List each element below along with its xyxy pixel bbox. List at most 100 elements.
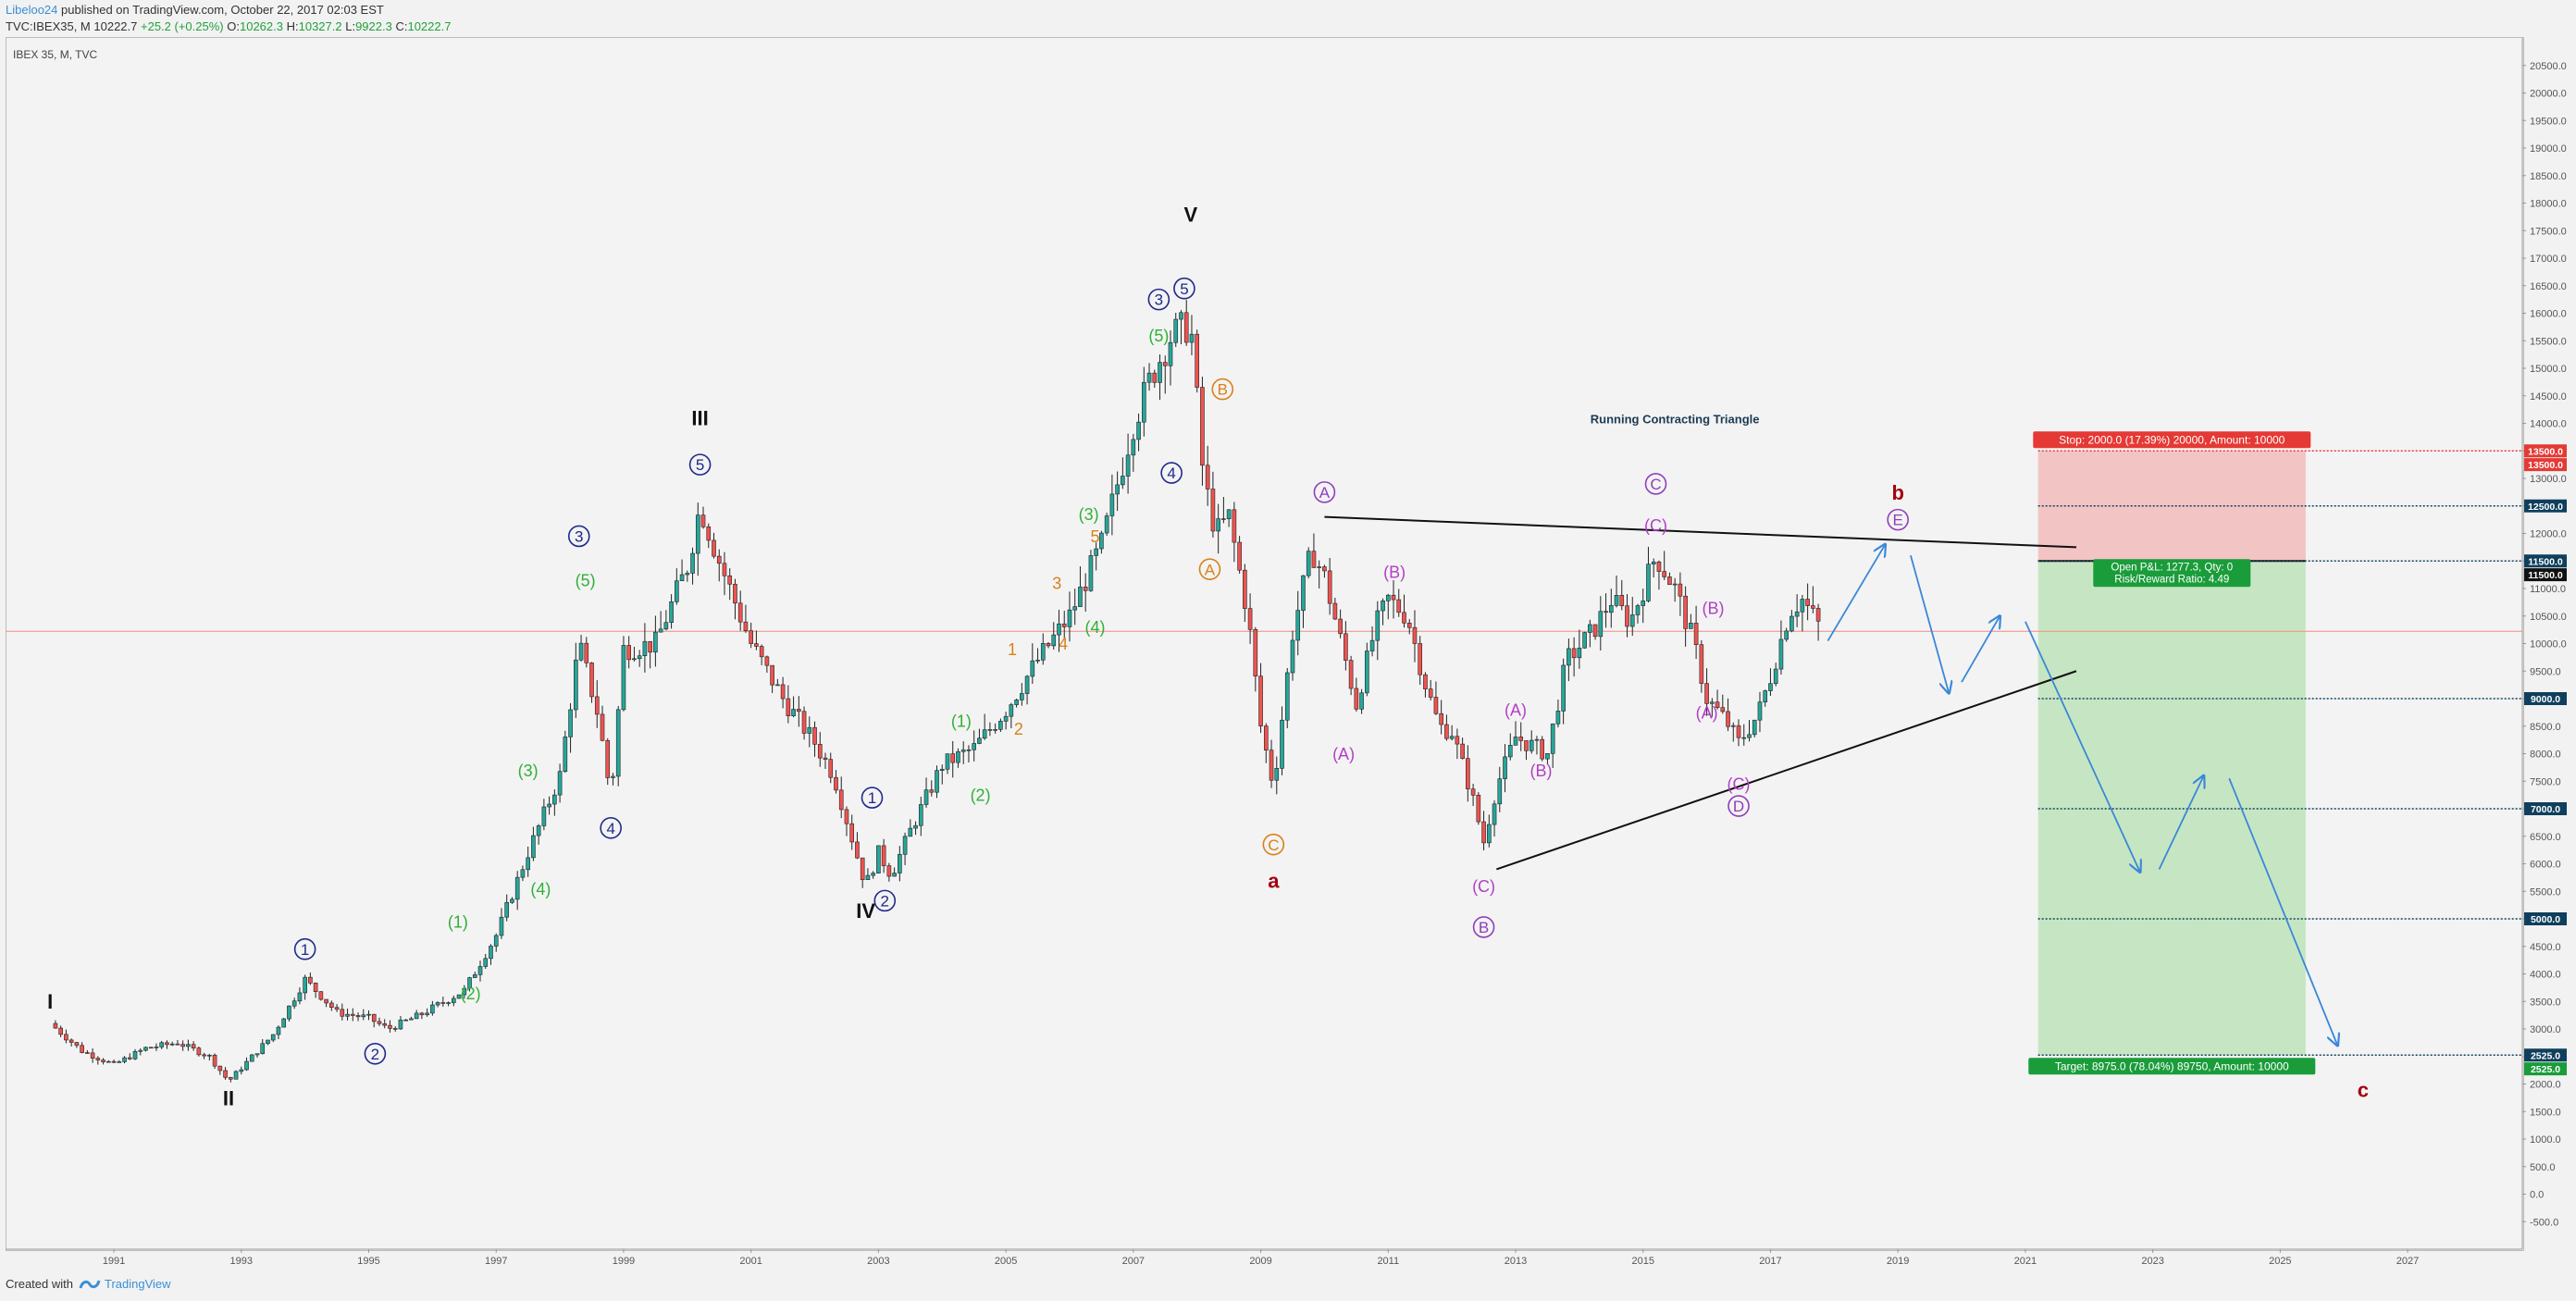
wave-label[interactable]: (1) (951, 712, 972, 730)
wave-label[interactable]: 5 (1091, 527, 1100, 546)
wave-label[interactable]: (5) (576, 572, 596, 590)
candle (855, 832, 860, 860)
candle (1635, 603, 1641, 624)
wave-label[interactable]: (A) (1332, 745, 1355, 763)
wave-label[interactable]: I (47, 990, 53, 1013)
candle (388, 1020, 392, 1033)
svg-text:B: B (1479, 919, 1489, 936)
wave-label[interactable]: E (1887, 508, 1909, 531)
wave-label[interactable]: 3 (1147, 288, 1170, 311)
wave-label[interactable]: C (1644, 473, 1667, 495)
wave-labels[interactable]: IIIIIIIVV1234512345(1)(2)(3)(4)(5)(1)(2)… (47, 203, 2369, 1109)
forecast-arrow[interactable] (1827, 544, 1885, 641)
tradingview-brand: TradingView (104, 1277, 171, 1291)
wave-label[interactable]: 1 (861, 787, 884, 809)
wave-label[interactable]: (3) (518, 762, 539, 780)
candle (122, 1056, 127, 1064)
author-link[interactable]: Libeloo24 (6, 3, 58, 17)
wave-label[interactable]: (C) (1472, 877, 1495, 896)
candle (935, 765, 939, 799)
candle (1545, 753, 1550, 764)
wave-label[interactable]: 4 (1059, 635, 1068, 653)
forecast-arrow[interactable] (1961, 616, 2000, 683)
wave-label[interactable]: 2 (364, 1042, 387, 1065)
time-axis[interactable]: 1991 1993 1995 1997 1999 2001 2003 2005 2007 2009… (6, 1248, 2522, 1267)
wave-label[interactable]: (4) (1085, 618, 1106, 637)
wave-label[interactable]: 2 (1014, 720, 1023, 738)
wave-label[interactable]: II (223, 1086, 234, 1109)
wave-label[interactable]: 1 (293, 937, 316, 960)
candles[interactable] (53, 300, 1821, 1083)
forecast-arrow[interactable] (2228, 777, 2337, 1046)
forecast-arrow[interactable] (1910, 555, 1949, 693)
candle (169, 1041, 175, 1047)
wave-label[interactable]: (1) (448, 912, 468, 931)
wave-label[interactable]: (5) (1148, 327, 1169, 345)
triangle-trendline[interactable] (1324, 515, 2077, 549)
wave-label[interactable]: b (1891, 481, 1903, 504)
wave-label[interactable]: A (1198, 558, 1221, 580)
candle (881, 838, 886, 874)
wave-label[interactable]: D (1728, 795, 1750, 817)
y-tick-label: 19000.0 (2530, 143, 2567, 155)
wave-label[interactable]: V (1183, 203, 1197, 226)
wave-label[interactable]: (2) (971, 787, 991, 805)
wave-label[interactable]: 1 (1008, 640, 1017, 659)
wave-label[interactable]: (B) (1530, 762, 1553, 780)
candle (148, 1047, 154, 1049)
wave-label[interactable]: (A) (1696, 703, 1718, 722)
candle (191, 1041, 196, 1051)
wave-label[interactable]: III (691, 406, 708, 429)
candle (1020, 683, 1024, 706)
candle (1529, 730, 1534, 754)
candle (1592, 624, 1598, 640)
wave-label[interactable]: IV (856, 899, 875, 923)
candle (514, 871, 520, 911)
candle (1492, 799, 1497, 837)
candle (1555, 699, 1561, 728)
x-tick-label: 2025 (2269, 1256, 2291, 1267)
wave-label[interactable]: 4 (1160, 462, 1183, 484)
wave-label[interactable]: (3) (1079, 505, 1099, 524)
wave-label[interactable]: A (1313, 481, 1336, 503)
wave-label[interactable]: B (1211, 378, 1234, 401)
candle (791, 696, 796, 718)
wave-label[interactable]: 5 (1173, 277, 1195, 300)
candle (1237, 536, 1242, 574)
candle (1003, 712, 1009, 730)
x-tick-label: 2007 (1122, 1256, 1145, 1267)
candle (233, 1070, 239, 1080)
candle (531, 826, 536, 861)
triangle-trendline[interactable] (1496, 670, 2077, 871)
wave-label[interactable]: 3 (1052, 575, 1061, 593)
wave-label[interactable]: (B) (1383, 564, 1406, 582)
low-value: 9922.3 (355, 19, 392, 33)
wave-label[interactable]: 4 (600, 817, 622, 839)
svg-text:Target: 8975.0 (78.04%) 89750,: Target: 8975.0 (78.04%) 89750, Amount: 1… (2055, 1059, 2289, 1072)
tradingview-link[interactable]: TradingView (79, 1277, 171, 1291)
candle (956, 748, 960, 768)
y-tick-label: 6500.0 (2530, 832, 2561, 843)
position-label[interactable]: Target: 8975.0 (78.04%) 89750, Amount: 1… (2028, 1058, 2316, 1075)
wave-label[interactable]: a (1268, 869, 1280, 892)
wave-label[interactable]: (B) (1702, 599, 1724, 617)
axis-price-tag: 5000.0 (2524, 912, 2567, 925)
position-label[interactable]: Stop: 2000.0 (17.39%) 20000, Amount: 100… (2033, 431, 2311, 449)
forecast-arrow[interactable] (2158, 775, 2203, 870)
wave-label[interactable]: (C) (1644, 516, 1667, 535)
wave-label[interactable]: (C) (1728, 775, 1751, 794)
wave-label[interactable]: 3 (567, 525, 590, 548)
wave-label[interactable]: c (2358, 1078, 2369, 1101)
wave-label[interactable]: (4) (530, 880, 551, 898)
forecast-arrow[interactable] (2025, 621, 2140, 873)
wave-label[interactable]: C (1262, 833, 1285, 856)
wave-label[interactable]: 5 (688, 453, 712, 476)
wave-label[interactable]: 2 (873, 889, 897, 912)
wave-label[interactable]: (A) (1505, 700, 1527, 719)
candle (1402, 594, 1406, 628)
y-tick-label: 500.0 (2530, 1162, 2556, 1173)
wave-label[interactable]: (2) (461, 985, 481, 1003)
wave-label[interactable]: B (1472, 916, 1495, 938)
